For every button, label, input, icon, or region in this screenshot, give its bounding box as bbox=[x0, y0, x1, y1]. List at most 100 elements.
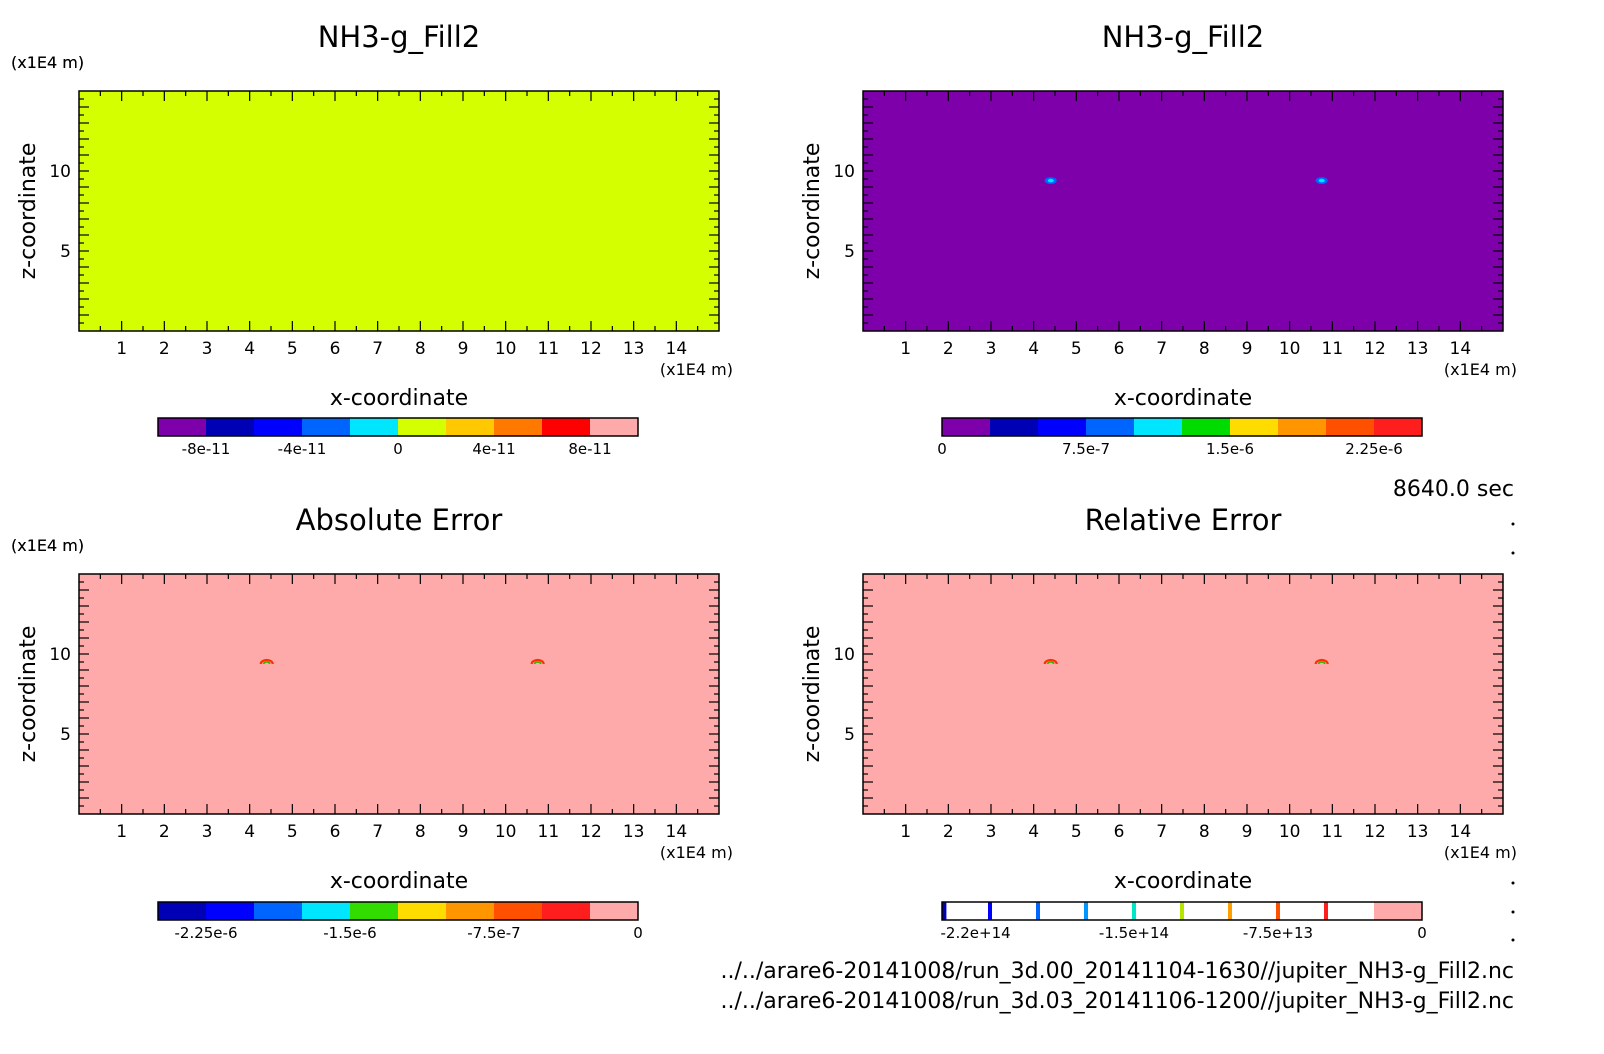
x-tick-label: 7 bbox=[372, 339, 383, 359]
z-unit-label: (x1E4 m) bbox=[11, 53, 84, 72]
plot-fill bbox=[79, 91, 719, 331]
colorbar: -2.2e+14 -1.5e+14 -7.5e+13 0 bbox=[941, 901, 1427, 942]
x-tick-label: 11 bbox=[1322, 822, 1344, 842]
colorbar-segment bbox=[158, 418, 207, 436]
colorbar-label: 0 bbox=[393, 440, 403, 458]
colorbar-label: 2.25e-6 bbox=[1345, 440, 1403, 458]
colorbar: 0 7.5e-7 1.5e-6 2.25e-6 bbox=[937, 417, 1423, 458]
x-unit-label: (x1E4 m) bbox=[660, 360, 733, 379]
colorbar-segment bbox=[1374, 902, 1423, 920]
colorbar-frame bbox=[941, 417, 1423, 437]
z-tick-label: 5 bbox=[844, 725, 855, 745]
colorbar: -8e-11 -4e-11 0 4e-11 8e-11 bbox=[157, 417, 639, 458]
feature-core bbox=[1317, 661, 1326, 665]
x-axis-label: x-coordinate bbox=[330, 869, 468, 894]
colorbar-segment bbox=[1230, 418, 1279, 436]
plot-fill bbox=[863, 91, 1503, 331]
colorbar-label: -7.5e+13 bbox=[1243, 924, 1313, 942]
colorbar-level-line bbox=[1324, 902, 1328, 920]
colorbar-label: 0 bbox=[937, 440, 947, 458]
plot-fill bbox=[863, 574, 1503, 814]
colorbar-segment bbox=[254, 418, 303, 436]
x-tick-label: 14 bbox=[1450, 822, 1472, 842]
z-tick-label: 10 bbox=[49, 645, 71, 665]
x-tick-label: 11 bbox=[538, 339, 560, 359]
colorbar-level-line bbox=[942, 902, 947, 920]
feature-core bbox=[1046, 661, 1055, 665]
time-label: 8640.0 sec bbox=[1393, 477, 1514, 502]
colorbar-segment bbox=[446, 902, 495, 920]
colorbar-segment bbox=[1278, 418, 1327, 436]
x-axis-label: x-coordinate bbox=[330, 386, 468, 411]
colorbar-segment bbox=[1374, 418, 1423, 436]
colorbar-label: 7.5e-7 bbox=[1062, 440, 1110, 458]
x-tick-label: 9 bbox=[458, 822, 469, 842]
x-tick-label: 10 bbox=[495, 339, 517, 359]
x-tick-label: 1 bbox=[116, 822, 127, 842]
x-tick-label: 13 bbox=[623, 339, 645, 359]
z-tick-label: 10 bbox=[833, 645, 855, 665]
x-tick-label: 14 bbox=[666, 822, 688, 842]
x-tick-label: 12 bbox=[1364, 822, 1386, 842]
colorbar-label: 1.5e-6 bbox=[1206, 440, 1254, 458]
x-tick-label: 9 bbox=[1242, 822, 1253, 842]
feature-blob bbox=[1043, 658, 1058, 665]
x-tick-label: 2 bbox=[159, 339, 170, 359]
colorbar-label: -2.2e+14 bbox=[941, 924, 1011, 942]
x-tick-label: 3 bbox=[202, 339, 213, 359]
x-tick-label: 5 bbox=[287, 822, 298, 842]
margin-dot bbox=[1511, 938, 1515, 942]
file-path-line: ../../arare6-20141008/run_3d.03_20141106… bbox=[721, 989, 1515, 1014]
feature-blob bbox=[530, 658, 545, 665]
x-axis-label: x-coordinate bbox=[1114, 386, 1252, 411]
colorbar-segment bbox=[446, 418, 495, 436]
colorbar-segment bbox=[990, 902, 1039, 920]
z-tick-label: 5 bbox=[60, 242, 71, 262]
x-tick-label: 3 bbox=[202, 822, 213, 842]
colorbar-segment bbox=[302, 902, 351, 920]
x-tick-label: 6 bbox=[330, 822, 341, 842]
z-axis-label: z-coordinate bbox=[16, 626, 41, 763]
margin-dot bbox=[1511, 881, 1515, 885]
x-tick-label: 4 bbox=[1028, 339, 1039, 359]
colorbar-segment bbox=[1086, 418, 1135, 436]
x-tick-label: 8 bbox=[415, 339, 426, 359]
colorbar-level-line bbox=[1276, 902, 1280, 920]
panel-title: NH3-g_Fill2 bbox=[1102, 20, 1265, 54]
x-tick-label: 12 bbox=[580, 822, 602, 842]
colorbar-segment bbox=[942, 418, 991, 436]
x-unit-label: (x1E4 m) bbox=[1444, 843, 1517, 862]
x-tick-label: 7 bbox=[1156, 339, 1167, 359]
x-tick-label: 14 bbox=[1450, 339, 1472, 359]
panel-title: Absolute Error bbox=[296, 503, 503, 537]
x-tick-label: 12 bbox=[1364, 339, 1386, 359]
x-tick-label: 4 bbox=[1028, 822, 1039, 842]
x-tick-label: 1 bbox=[116, 339, 127, 359]
x-tick-label: 2 bbox=[943, 822, 954, 842]
colorbar-segment bbox=[1182, 902, 1231, 920]
colorbar-frame bbox=[941, 901, 1423, 921]
x-unit-label: (x1E4 m) bbox=[660, 843, 733, 862]
z-unit-label: (x1E4 m) bbox=[11, 536, 84, 555]
feature-core bbox=[262, 661, 271, 665]
feature-blob bbox=[1314, 658, 1329, 665]
file-path-line: ../../arare6-20141008/run_3d.00_20141104… bbox=[721, 959, 1515, 984]
colorbar-segment bbox=[590, 418, 639, 436]
colorbar-segment bbox=[254, 902, 303, 920]
colorbar: -2.25e-6 -1.5e-6 -7.5e-7 0 bbox=[157, 901, 643, 942]
colorbar-segment bbox=[1182, 418, 1231, 436]
colorbar-label: -4e-11 bbox=[278, 440, 327, 458]
colorbar-label: 8e-11 bbox=[568, 440, 611, 458]
x-tick-label: 10 bbox=[495, 822, 517, 842]
colorbar-segment bbox=[1278, 902, 1327, 920]
colorbar-label: -1.5e-6 bbox=[323, 924, 376, 942]
x-tick-label: 8 bbox=[1199, 339, 1210, 359]
colorbar-segment bbox=[1038, 418, 1087, 436]
x-tick-label: 9 bbox=[458, 339, 469, 359]
colorbar-frame bbox=[157, 901, 639, 921]
colorbar-level-line bbox=[988, 902, 992, 920]
colorbar-segment bbox=[398, 902, 447, 920]
colorbar-label: 0 bbox=[1417, 924, 1427, 942]
x-tick-label: 1 bbox=[900, 339, 911, 359]
